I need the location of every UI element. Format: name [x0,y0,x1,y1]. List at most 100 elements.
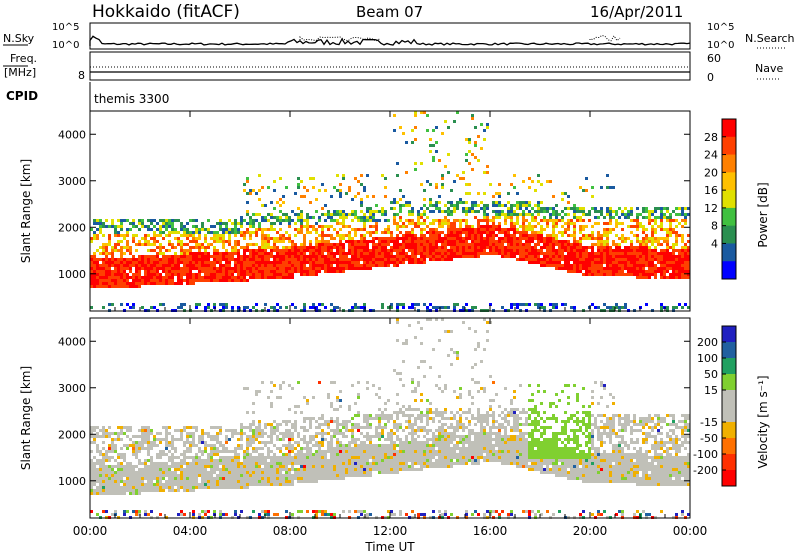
power-cell [435,231,438,234]
power-cell [120,267,123,270]
velocity-cell [225,456,228,459]
velocity-cell [180,438,183,441]
power-cell [393,246,396,249]
power-cell [447,171,450,174]
power-cell [237,273,240,276]
power-cell [420,228,423,231]
power-cell [519,246,522,249]
power-cell [219,273,222,276]
power-cell [603,303,606,306]
power-cell [183,225,186,228]
power-cell [531,216,534,219]
power-cell [183,258,186,261]
power-cell [417,213,420,216]
power-cell [423,261,426,264]
velocity-cell [246,435,249,438]
power-cell [612,216,615,219]
power-cell [675,234,678,237]
velocity-cell [234,462,237,465]
power-cell [168,264,171,267]
power-cell [522,216,525,219]
power-cell [504,231,507,234]
power-cell [396,234,399,237]
power-cell [321,234,324,237]
power-cell [309,252,312,255]
velocity-cell [132,450,135,453]
power-cell [243,252,246,255]
power-cell [402,243,405,246]
power-cell [528,255,531,258]
power-cell [252,258,255,261]
power-cell [435,243,438,246]
power-cell [441,219,444,222]
power-cell [168,273,171,276]
power-cell [387,258,390,261]
power-cell [600,213,603,216]
power-cell [546,255,549,258]
power-cell [222,270,225,273]
velocity-cell [183,441,186,444]
power-cell [282,213,285,216]
noise-left-tick-top: 10^5 [52,22,79,33]
power-cell [660,243,663,246]
velocity-cell [207,465,210,468]
freq-panel: Freq. [MHz] 8 60 0 Nave [3,51,783,84]
power-cell [642,246,645,249]
power-cell [336,258,339,261]
velocity-cell [255,480,258,483]
power-cell [378,237,381,240]
power-cell [429,183,432,186]
power-cell [420,213,423,216]
power-cell [480,237,483,240]
power-cell [657,258,660,261]
velocity-cell [285,462,288,465]
power-cell [285,306,288,309]
power-cell [237,228,240,231]
power-cell [630,207,633,210]
velocity-cell [105,471,108,474]
velocity-cell [273,384,276,387]
power-cell [297,186,300,189]
velocity-cell [129,477,132,480]
velocity-cell [246,447,249,450]
velocity-cell [294,474,297,477]
power-cell [528,204,531,207]
power-cell [396,243,399,246]
power-cell [522,213,525,216]
power-cell [633,270,636,273]
velocity-cell [147,441,150,444]
velocity-cell [243,471,246,474]
power-cell [486,231,489,234]
power-cell [498,195,501,198]
power-cell [456,237,459,240]
power-cell [294,246,297,249]
power-cell [495,192,498,195]
velocity-cell [261,432,264,435]
power-cell [318,189,321,192]
velocity-cell [258,429,261,432]
velocity-cell [93,462,96,465]
velocity-cell [111,450,114,453]
power-cell [519,237,522,240]
power-cell [327,216,330,219]
power-cell [474,240,477,243]
power-cell [438,255,441,258]
power-cell [672,273,675,276]
power-cell [465,249,468,252]
power-cell [630,219,633,222]
velocity-cell [96,462,99,465]
power-cell [249,222,252,225]
power-cell [552,303,555,306]
power-cell [639,264,642,267]
power-cell [540,252,543,255]
power-cell [498,183,501,186]
power-cell [513,249,516,252]
power-cell [258,276,261,279]
power-cell [390,240,393,243]
power-cell [450,228,453,231]
power-cell [267,228,270,231]
power-cell [381,255,384,258]
power-cell [168,261,171,264]
power-cell [510,243,513,246]
power-cell [348,243,351,246]
